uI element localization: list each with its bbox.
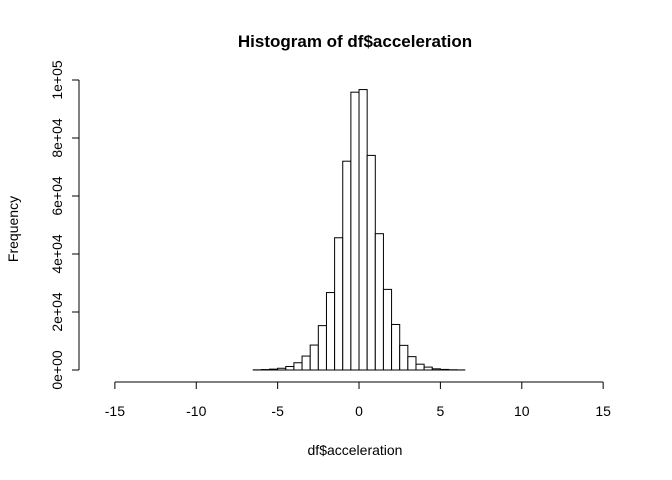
y-tick-label: 8e+04 — [49, 118, 65, 158]
histogram-bar — [325, 292, 336, 371]
histogram-bar — [277, 367, 287, 371]
histogram-bar — [431, 368, 441, 371]
x-axis-label: df$acceleration — [308, 442, 403, 458]
histogram-bar — [399, 344, 409, 371]
histogram-bar — [350, 91, 360, 371]
histogram-bar — [301, 355, 311, 371]
histogram-bar — [439, 368, 450, 371]
histogram-bar — [317, 325, 327, 371]
histogram-bar — [269, 368, 279, 371]
histogram-bar — [382, 288, 393, 371]
y-axis: 0e+00 2e+04 4e+04 6e+04 8e+04 1e+05 — [49, 60, 80, 390]
histogram-bar — [366, 154, 376, 371]
y-tick-label: 1e+05 — [49, 60, 65, 100]
x-tick-label: -15 — [105, 403, 125, 419]
y-axis-label: Frequency — [5, 196, 21, 262]
x-tick-label: -10 — [186, 403, 206, 419]
histogram-bar — [342, 160, 352, 371]
histogram-bar — [358, 89, 368, 371]
chart-title: Histogram of df$acceleration — [238, 32, 472, 51]
x-tick-label: 15 — [595, 403, 611, 419]
y-tick-label: 0e+00 — [49, 350, 65, 390]
histogram-bar — [415, 363, 425, 371]
x-axis: -15 -10 -5 0 5 10 15 — [105, 381, 611, 419]
histogram-bar — [374, 233, 384, 371]
x-tick-label: 0 — [355, 403, 363, 419]
histogram-bar — [293, 362, 303, 371]
y-tick-label: 2e+04 — [49, 292, 65, 332]
histogram-bar — [334, 237, 344, 371]
x-tick-label: 10 — [514, 403, 530, 419]
histogram-bar — [423, 366, 433, 371]
histogram-bar — [391, 323, 401, 371]
histogram-bar — [407, 356, 417, 371]
y-tick-label: 6e+04 — [49, 176, 65, 216]
histogram-bar — [285, 366, 295, 371]
x-tick-label: -5 — [271, 403, 284, 419]
histogram-bar — [309, 344, 319, 371]
x-tick-label: 5 — [437, 403, 445, 419]
y-tick-label: 4e+04 — [49, 234, 65, 274]
histogram-bars — [252, 89, 466, 371]
